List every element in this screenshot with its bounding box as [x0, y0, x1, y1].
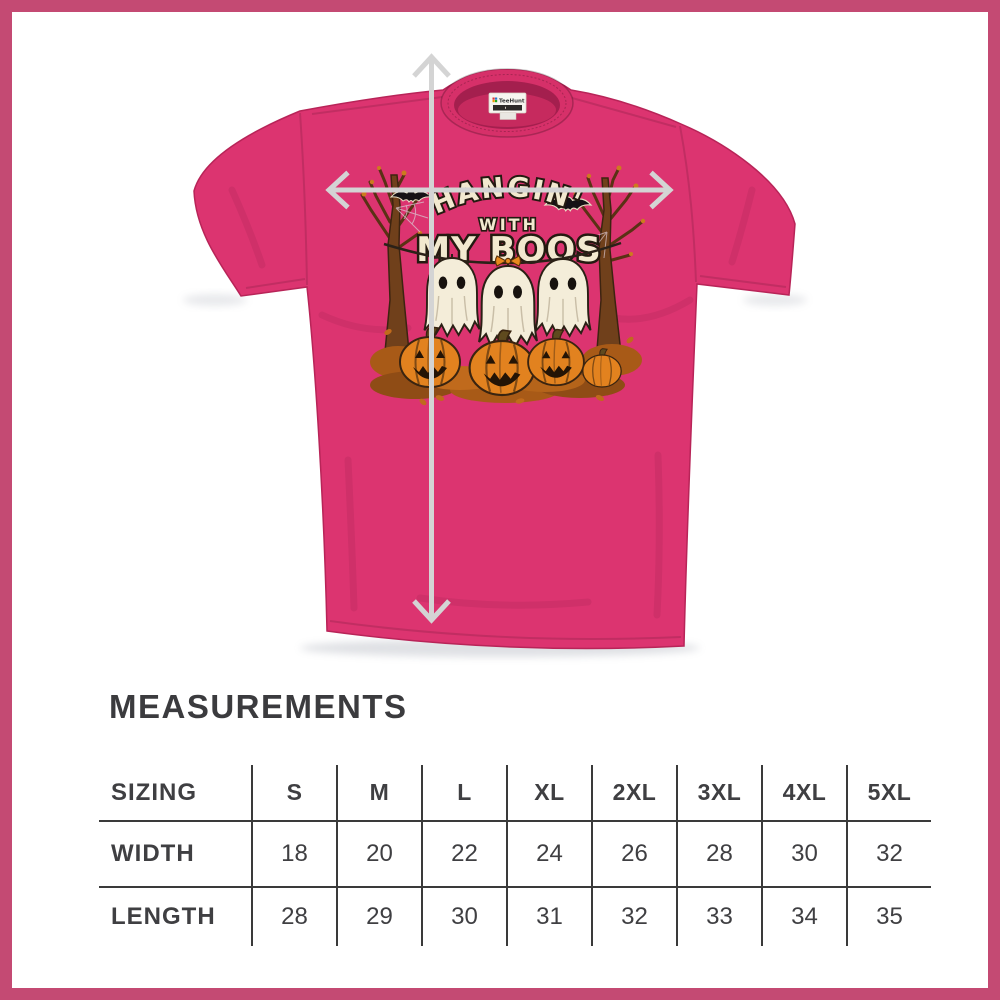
arrow-left-icon: [325, 170, 350, 210]
ghost-2: [478, 255, 538, 349]
width-val-xl: 24: [506, 822, 591, 888]
width-val-l: 22: [421, 822, 506, 888]
length-val-5xl: 35: [846, 888, 931, 946]
header-5xl: 5XL: [846, 765, 931, 822]
header-3xl: 3XL: [676, 765, 761, 822]
tree-right-icon: [573, 165, 646, 363]
length-row-label: LENGTH: [111, 903, 216, 930]
header-xl: XL: [506, 765, 591, 822]
width-val-3xl: 28: [676, 822, 761, 888]
length-val-s: 28: [251, 888, 336, 946]
product-figure: TeeHunt: [183, 53, 807, 657]
brand-text: TeeHunt: [499, 99, 525, 105]
measurements-title: MEASUREMENTS: [109, 688, 408, 725]
header-sizing: SIZING: [99, 765, 251, 822]
brand-logo-icon: [492, 97, 498, 103]
spiderweb-left-icon: [395, 201, 429, 233]
shirt-seams: [245, 95, 787, 640]
length-val-3xl: 33: [676, 888, 761, 946]
spiderweb-right-icon: [583, 231, 608, 259]
size-table: SIZING S M L XL 2XL 3XL 4XL 5XL WIDTH 18…: [99, 765, 931, 946]
shirt-design: HANGIN' WITH MY BOOS: [360, 165, 646, 406]
width-val-s: 18: [251, 822, 336, 888]
length-val-m: 29: [336, 888, 421, 946]
header-4xl: 4XL: [761, 765, 846, 822]
length-arrow: [412, 53, 451, 624]
arrow-right-icon: [649, 170, 674, 210]
header-s: S: [251, 765, 336, 822]
width-val-2xl: 26: [591, 822, 676, 888]
length-val-4xl: 34: [761, 888, 846, 946]
ghost-3: [534, 258, 592, 338]
length-val-l: 30: [421, 888, 506, 946]
design-title-with: WITH: [479, 215, 539, 234]
width-arrow: [325, 170, 674, 210]
shirt-wrinkles: [228, 186, 756, 619]
arrow-up-icon: [412, 53, 451, 78]
width-val-4xl: 30: [761, 822, 846, 888]
neck-label: TeeHunt: [488, 92, 527, 120]
width-val-5xl: 32: [846, 822, 931, 888]
width-val-m: 20: [336, 822, 421, 888]
length-val-xl: 31: [506, 888, 591, 946]
width-row-label: WIDTH: [99, 822, 251, 888]
length-val-2xl: 32: [591, 888, 676, 946]
header-m: M: [336, 765, 421, 822]
header-l: L: [421, 765, 506, 822]
arrow-down-icon: [412, 599, 451, 624]
bow-icon: [494, 255, 522, 267]
header-2xl: 2XL: [591, 765, 676, 822]
